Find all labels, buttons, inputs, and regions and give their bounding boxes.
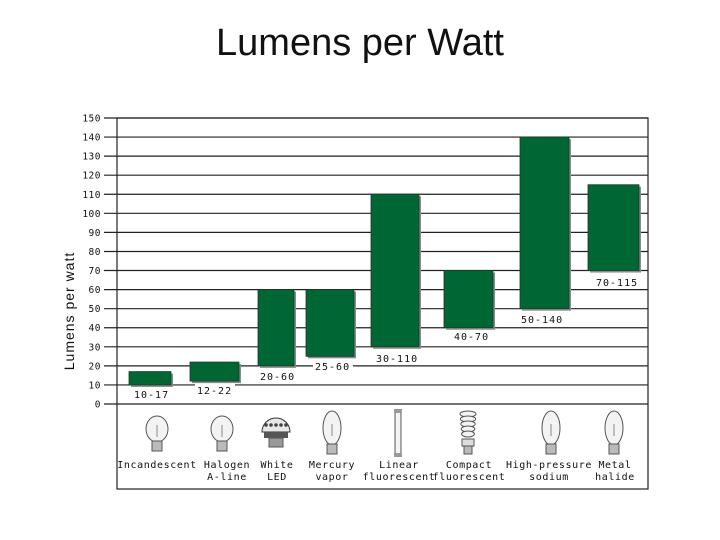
range-label: 70-115 xyxy=(596,278,638,289)
category-label: LED xyxy=(267,472,287,483)
bar xyxy=(443,270,494,329)
bar xyxy=(519,136,570,310)
category-label: halide xyxy=(595,472,635,483)
y-tick-label: 130 xyxy=(82,152,101,163)
bar xyxy=(128,371,172,386)
y-axis-label: Lumens per watt xyxy=(61,252,77,371)
category-label: Mercury xyxy=(309,460,355,471)
y-tick-label: 40 xyxy=(89,323,101,334)
bar-group-white xyxy=(257,289,296,368)
range-label: 50-140 xyxy=(521,315,563,326)
y-tick-label: 100 xyxy=(82,209,101,220)
metal-halide-bulb-icon xyxy=(604,410,624,455)
chart-title: Lumens per Watt xyxy=(216,22,504,64)
y-tick-label: 150 xyxy=(82,114,101,125)
y-tick-label: 90 xyxy=(89,228,101,239)
bar-group-compact xyxy=(443,270,495,330)
compact-fluorescent-bulb-icon xyxy=(459,410,477,455)
high-pressure-sodium-bulb-icon xyxy=(541,410,561,455)
category-label: Compact xyxy=(446,460,492,471)
range-label: 20-60 xyxy=(260,372,295,383)
y-tick-label: 20 xyxy=(89,361,101,372)
category-label: sodium xyxy=(529,472,569,483)
bar-group-incandescent xyxy=(128,371,173,387)
range-label-bg xyxy=(594,276,642,289)
mercury-vapor-bulb-icon xyxy=(322,410,342,455)
bar xyxy=(587,184,640,271)
category-label: High-pressure xyxy=(506,460,592,471)
bar-group-high-pressure xyxy=(519,136,571,311)
range-label-bg xyxy=(258,370,298,383)
category-label: fluorescent xyxy=(433,472,506,483)
category-label: Incandescent xyxy=(117,460,196,471)
category-label: fluorescent xyxy=(363,472,436,483)
y-tick-label: 50 xyxy=(89,304,101,315)
range-label-bg xyxy=(313,360,353,373)
y-tick-label: 120 xyxy=(82,171,101,182)
incandescent-bulb-icon xyxy=(145,415,169,452)
bar-group-linear xyxy=(370,193,421,349)
range-label-bg xyxy=(519,313,567,326)
category-label: vapor xyxy=(315,472,348,483)
category-label: A-line xyxy=(207,472,247,483)
range-label-bg xyxy=(452,330,492,343)
bar-group-metal xyxy=(587,184,641,273)
bar-group-halogen xyxy=(189,361,241,384)
range-label: 25-60 xyxy=(315,362,350,373)
y-tick-label: 110 xyxy=(82,190,101,201)
range-label: 10-17 xyxy=(134,390,169,401)
category-label: White xyxy=(260,460,293,471)
y-tick-label: 0 xyxy=(95,400,101,411)
category-label: Halogen xyxy=(204,460,250,471)
y-tick-label: 60 xyxy=(89,285,101,296)
led-bulb-icon xyxy=(261,417,291,448)
category-label: Metal xyxy=(598,460,631,471)
halogen-bulb-icon xyxy=(210,415,234,452)
bar-group-mercury xyxy=(305,289,356,359)
y-tick-label: 10 xyxy=(89,380,101,391)
range-label: 30-110 xyxy=(376,354,418,365)
linear-fluorescent-tube-icon xyxy=(394,409,402,457)
range-label-bg xyxy=(195,384,235,397)
category-label: Linear xyxy=(379,460,419,471)
range-label-bg xyxy=(132,388,172,401)
range-label-bg xyxy=(374,352,422,365)
bar xyxy=(305,289,355,357)
y-tick-label: 70 xyxy=(89,266,101,277)
range-label: 12-22 xyxy=(197,386,232,397)
bar xyxy=(257,289,295,367)
y-tick-label: 30 xyxy=(89,342,101,353)
y-tick-label: 140 xyxy=(82,133,101,144)
bar xyxy=(189,361,240,382)
range-label: 40-70 xyxy=(454,332,489,343)
bar xyxy=(370,193,420,348)
y-tick-label: 80 xyxy=(89,247,101,258)
